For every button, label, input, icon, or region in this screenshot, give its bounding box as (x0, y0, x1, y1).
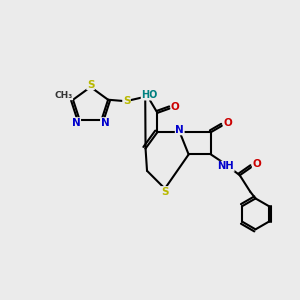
Text: NH: NH (218, 161, 234, 171)
Text: HO: HO (141, 90, 158, 100)
Text: O: O (171, 103, 180, 112)
Text: CH₃: CH₃ (54, 91, 73, 100)
Text: S: S (161, 187, 169, 196)
Text: S: S (87, 80, 94, 90)
Text: S: S (123, 96, 130, 106)
Text: N: N (100, 118, 109, 128)
Text: O: O (252, 159, 261, 169)
Text: N: N (175, 125, 184, 135)
Text: O: O (223, 118, 232, 128)
Text: N: N (72, 118, 80, 128)
